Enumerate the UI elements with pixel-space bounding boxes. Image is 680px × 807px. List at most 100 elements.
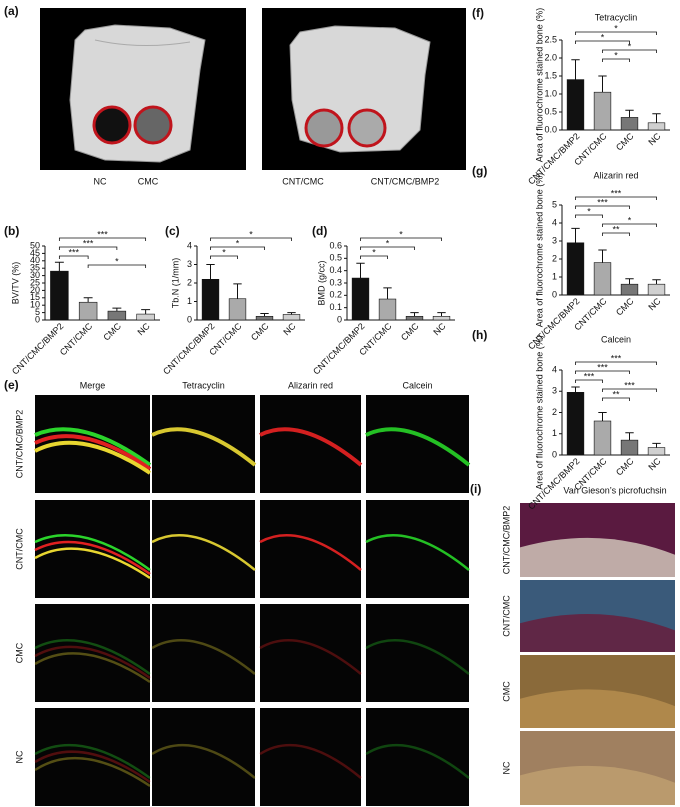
y-tick-label: 1 [552,271,557,281]
y-tick-label: 3 [552,235,557,245]
significance-label: ** [612,224,620,234]
chart-title: Tetracyclin [595,12,638,22]
significance-bracket [602,397,630,401]
y-tick-label: 0.5 [544,106,557,116]
significance-label: * [236,238,240,248]
y-tick-label: 1 [552,428,557,438]
y-tick-label: 1.5 [544,70,557,80]
stain-band [34,534,151,572]
panel-label: (g) [472,164,487,178]
fluorescence-image [366,500,469,598]
y-tick-label: 5 [552,199,557,209]
y-tick-label: 0.4 [329,265,342,275]
y-axis-label: Tb.N (1/mm) [170,258,180,309]
fluorescence-image [35,500,150,598]
y-axis-label: Area of fluorochrome stained bone (%) [534,173,544,328]
significance-bracket [602,223,657,227]
y-tick-label: 35 [30,263,40,273]
panel-title: Van Gieson’s picrofuchsin [563,485,666,495]
significance-label: * [249,229,253,239]
error-bar [598,412,607,421]
error-bar [571,386,580,393]
y-tick-label: 1.0 [544,88,557,98]
stain-band [259,534,362,571]
significance-label: *** [597,197,608,207]
x-tick-label: CMC [399,321,421,343]
significance-label: * [386,238,390,248]
significance-bracket [602,388,657,392]
bar [378,298,397,321]
bar [50,270,69,321]
y-tick-label: 5 [35,307,40,317]
significance-label: * [399,229,403,239]
bar [228,298,247,321]
stain-band [34,440,152,475]
histology-grid: CNT/CMC/BMP2 CNT/CMC CMC NC [501,503,675,805]
significance-label: * [614,50,618,60]
stain-band [151,639,256,675]
tissue-band [520,537,675,577]
column-header: Tetracyclin [182,380,225,390]
significance-bracket [360,246,415,250]
x-tick-label: NC [431,321,448,338]
bar [647,122,666,131]
significance-bracket [360,255,388,259]
panel-label: (h) [472,328,487,342]
y-axis-label: Area of fluorochrome stained bone (%) [534,335,544,490]
bar [78,301,98,321]
y-tick-label: 2 [552,407,557,417]
y-axis-label: BV/TV (%) [10,262,20,305]
y-tick-label: 4 [552,217,557,227]
x-tick-label: NC [281,321,298,338]
row-label: CNT/CMC/BMP2 [14,410,24,479]
bar [647,447,666,456]
y-tick-label: 0.6 [329,240,342,250]
bar [255,315,274,321]
bar [620,283,639,296]
fluorescence-image [152,708,255,806]
panel-label: (i) [470,482,481,496]
chart-title: Alizarin red [593,170,638,180]
error-bar [383,287,392,300]
significance-label: *** [624,380,635,390]
column-header: Merge [80,380,106,390]
error-bar [410,312,419,317]
significance-label: * [115,256,119,266]
error-bar [287,312,296,315]
row-label: CNT/CMC [14,528,24,570]
error-bar [652,442,661,448]
ct-image-right [262,8,466,170]
bar [566,392,585,456]
row-label: CNT/CMC/BMP2 [501,506,511,575]
significance-label: ** [612,389,620,399]
panel-label: (c) [165,224,180,238]
fluorescence-image [260,708,361,806]
tissue-band [520,689,675,728]
stain-band [151,534,256,571]
fluorescence-image [152,604,255,702]
bar [107,310,127,321]
significance-bracket [575,205,630,209]
row-label: NC [14,750,24,763]
significance-bracket [575,361,657,365]
significance-label: * [372,247,376,257]
column-header: Alizarin red [288,380,333,390]
y-tick-label: 2.0 [544,52,557,62]
bar [593,420,612,456]
significance-label: *** [611,188,622,198]
image-caption: CMC [138,176,159,186]
bar [351,277,370,321]
stain-band [365,427,471,467]
y-tick-label: 2.5 [544,34,557,44]
significance-bracket [210,255,238,259]
significance-label: * [628,215,632,225]
y-tick-label: 0 [552,289,557,299]
y-axis-label: BMD (g/cc) [316,260,326,305]
y-tick-label: 45 [30,248,40,258]
panel-label: (f) [472,6,484,20]
x-tick-label: CNT/CMC/BMP2 [10,321,66,377]
bar [647,283,666,296]
significance-label: * [222,247,226,257]
bar [620,117,639,131]
